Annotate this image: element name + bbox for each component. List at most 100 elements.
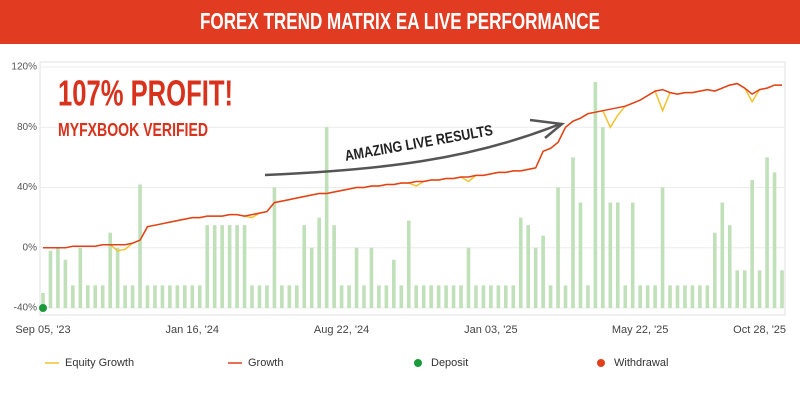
y-tick-label: 0% [23, 242, 38, 253]
bar [757, 270, 762, 308]
arrow-head [529, 118, 566, 139]
bar [302, 225, 307, 308]
bar [242, 225, 247, 308]
bar [41, 292, 45, 308]
bar [504, 285, 508, 308]
bar [272, 187, 277, 308]
bar [645, 285, 650, 308]
bar [615, 202, 620, 308]
bar [518, 217, 523, 308]
bar [720, 202, 725, 308]
bar [578, 202, 583, 308]
bar [384, 285, 389, 308]
legend-label: Growth [248, 357, 283, 369]
legend-label: Equity Growth [65, 357, 134, 369]
bar [772, 172, 777, 308]
profit-annotation: 107% PROFIT! [58, 73, 233, 114]
bar [548, 285, 553, 308]
bar [727, 225, 732, 308]
bar [705, 285, 710, 308]
bar [309, 247, 314, 308]
bar [526, 225, 531, 308]
bar [436, 285, 441, 308]
x-tick-label: Jan 16, '24 [166, 324, 219, 336]
y-tick-label: -40% [14, 303, 37, 314]
bar [459, 285, 463, 308]
bar [123, 285, 127, 308]
bar [48, 250, 53, 308]
bar [414, 285, 419, 308]
bar [489, 285, 493, 308]
bar [265, 285, 269, 308]
bar [399, 285, 404, 308]
x-tick-label: Oct 28, '25 [733, 324, 786, 336]
bar [294, 285, 299, 308]
bar [362, 285, 366, 308]
bar [317, 217, 321, 308]
bar [563, 285, 568, 308]
bar [183, 285, 187, 308]
bar [586, 285, 590, 308]
bar [153, 285, 157, 308]
bar [205, 225, 210, 308]
bar [698, 285, 702, 308]
bar [511, 285, 516, 308]
bar [466, 247, 471, 308]
bar [638, 285, 642, 308]
bar [451, 285, 456, 308]
verified-annotation: MYFXBOOK VERIFIED [58, 120, 208, 140]
bar [601, 127, 605, 308]
legend-label: Withdrawal [614, 357, 668, 369]
y-tick-label: 40% [17, 182, 37, 193]
bar [212, 225, 217, 308]
bar [713, 232, 717, 308]
bar [220, 225, 224, 308]
bar [354, 247, 359, 308]
bar [287, 285, 292, 308]
series-line [43, 82, 782, 249]
bar [406, 220, 411, 308]
header-band [0, 0, 800, 44]
bar [608, 202, 613, 308]
bar [623, 285, 628, 308]
bar [280, 285, 284, 308]
bar [630, 202, 635, 308]
bar [750, 179, 754, 308]
bar [93, 285, 98, 308]
bar [765, 157, 769, 308]
bar [556, 187, 560, 308]
bar [683, 285, 687, 308]
x-tick-label: Jan 03, '25 [464, 324, 517, 336]
bar [392, 259, 396, 308]
bar [690, 285, 695, 308]
plot-frame [39, 61, 786, 316]
bar [257, 285, 262, 308]
bar [168, 285, 172, 308]
legend-swatch [414, 359, 422, 367]
point [39, 304, 47, 312]
bar [653, 285, 657, 308]
x-tick-label: Sep 05, '23 [15, 324, 70, 336]
bar [429, 285, 433, 308]
bar [78, 247, 83, 308]
plot [39, 66, 785, 312]
bar [377, 285, 381, 308]
bar [250, 285, 254, 308]
legend-label: Deposit [431, 357, 468, 369]
x-tick-label: May 22, '25 [612, 324, 669, 336]
bar [675, 285, 680, 308]
arrow [264, 122, 561, 177]
bar [63, 259, 68, 308]
bar [369, 247, 374, 308]
bar [324, 127, 329, 308]
bar [227, 225, 232, 308]
bar [235, 225, 239, 308]
bar [145, 285, 150, 308]
bar [85, 285, 90, 308]
bar [735, 270, 740, 308]
bar [56, 247, 60, 308]
bar [130, 285, 135, 308]
chart-title: FOREX TREND MATRIX EA LIVE PERFORMANCE [200, 8, 600, 34]
